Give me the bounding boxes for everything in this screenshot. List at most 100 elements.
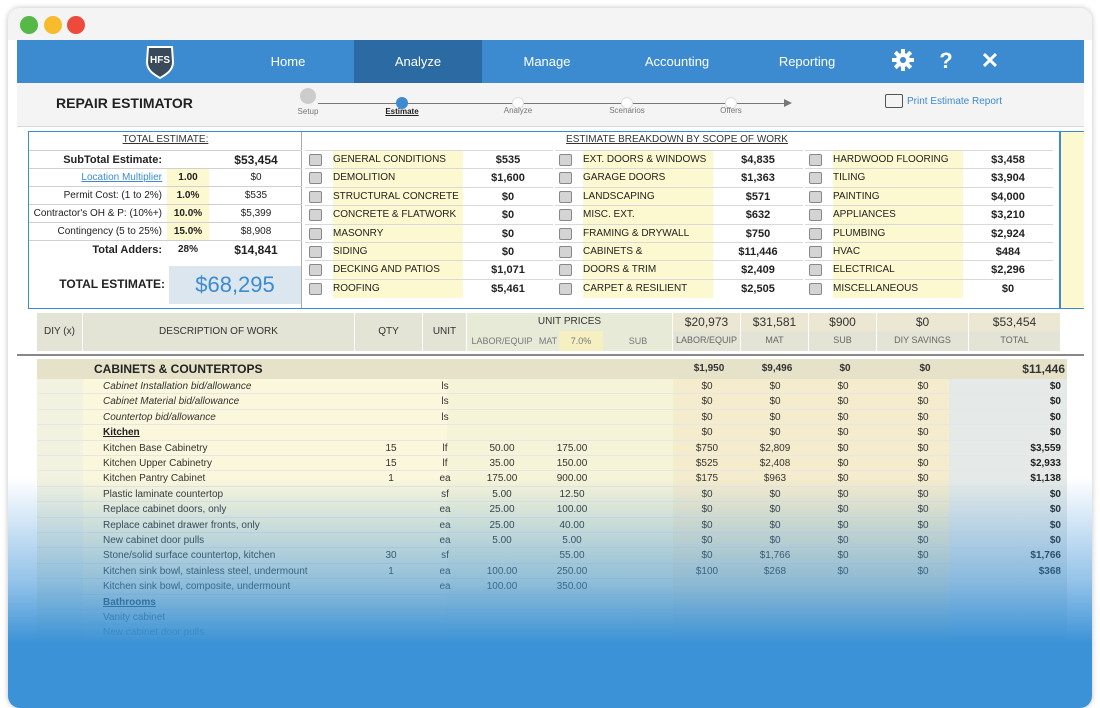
scope-category-item[interactable]: GENERAL CONDITIONS $535: [305, 150, 553, 169]
scope-category-item[interactable]: ROOFING $5,461: [305, 278, 553, 298]
category-checkbox[interactable]: [559, 154, 572, 166]
category-checkbox[interactable]: [809, 190, 822, 203]
table-row[interactable]: Kitchen Upper Cabinetry 15 lf 35.00 150.00 $5…: [37, 456, 1067, 472]
scope-category-item[interactable]: MASONRY $0: [305, 223, 553, 243]
scope-category-item[interactable]: CONCRETE & FLATWORK $0: [305, 205, 553, 225]
scope-category-item[interactable]: CARPET & RESILIENT $2,505: [555, 278, 803, 298]
scope-category-item[interactable]: SIDING $0: [305, 242, 553, 261]
minimize-button[interactable]: [20, 16, 38, 34]
scope-category-item[interactable]: GARAGE DOORS $1,363: [555, 168, 803, 188]
row-mat-price[interactable]: 150.00: [556, 458, 588, 469]
close-window-button[interactable]: [67, 16, 85, 34]
category-checkbox[interactable]: [309, 154, 322, 166]
row-qty[interactable]: 15: [385, 458, 397, 469]
help-icon[interactable]: ?: [939, 48, 953, 73]
summary-row-percent[interactable]: 10.0%: [167, 205, 209, 223]
scope-category-item[interactable]: FRAMING & DRYWALL $750: [555, 223, 803, 243]
scope-category-item[interactable]: DOORS & TRIM $2,409: [555, 260, 803, 280]
summary-row-percent[interactable]: 1.0%: [167, 187, 209, 205]
step-analyze-circle[interactable]: [512, 97, 524, 109]
nav-accounting[interactable]: Accounting: [644, 54, 710, 69]
hfs-logo[interactable]: HFS: [144, 44, 176, 80]
category-checkbox[interactable]: [809, 227, 822, 240]
scope-category-item[interactable]: ELECTRICAL $2,296: [805, 260, 1053, 280]
print-report-link[interactable]: Print Estimate Report: [907, 96, 1003, 107]
row-qty[interactable]: 15: [385, 442, 397, 454]
category-checkbox[interactable]: [309, 246, 322, 258]
category-checkbox[interactable]: [559, 172, 572, 185]
category-checkbox[interactable]: [809, 282, 822, 295]
category-checkbox[interactable]: [309, 282, 322, 295]
step-estimate-circle[interactable]: [396, 97, 408, 109]
category-checkbox[interactable]: [309, 264, 322, 277]
category-checkbox[interactable]: [809, 209, 822, 222]
scope-category-item[interactable]: STRUCTURAL CONCRETE $0: [305, 186, 553, 206]
scope-category-item[interactable]: PLUMBING $2,924: [805, 223, 1053, 243]
col-qty[interactable]: QTY: [355, 313, 423, 351]
section-cabinets-countertops[interactable]: CABINETS & COUNTERTOPS $1,950 $9,496 $0 …: [37, 359, 1067, 379]
step-scenarios[interactable]: Scenarios: [609, 106, 645, 115]
nav-manage[interactable]: Manage: [523, 54, 571, 69]
step-estimate[interactable]: Estimate: [385, 107, 419, 116]
scope-category-item[interactable]: HVAC $484: [805, 242, 1053, 261]
scope-category-item[interactable]: APPLIANCES $3,210: [805, 205, 1053, 225]
col-description[interactable]: DESCRIPTION OF WORK: [83, 313, 355, 351]
nav-home[interactable]: Home: [270, 54, 306, 69]
scope-category-item[interactable]: DECKING AND PATIOS $1,071: [305, 260, 553, 280]
row-labor-price[interactable]: 50.00: [489, 442, 515, 454]
step-offers-circle[interactable]: [725, 97, 737, 109]
col-total[interactable]: $53,454 TOTAL: [969, 313, 1061, 351]
col-unit[interactable]: UNIT: [423, 313, 467, 351]
col-sub-total[interactable]: $900 SUB: [809, 313, 877, 351]
category-checkbox[interactable]: [809, 246, 822, 258]
table-row[interactable]: Kitchen $0 $0 $0 $0 $0: [37, 425, 1067, 441]
scope-category-item[interactable]: PAINTING $4,000: [805, 186, 1053, 206]
table-row[interactable]: Cabinet Material bid/allowance ls $0 $0 $0 $0…: [37, 394, 1067, 410]
summary-row-percent[interactable]: 1.00: [167, 169, 209, 187]
category-checkbox[interactable]: [809, 264, 822, 277]
step-setup[interactable]: Setup: [297, 107, 319, 116]
category-checkbox[interactable]: [309, 190, 322, 203]
scope-category-item[interactable]: DEMOLITION $1,600: [305, 168, 553, 188]
summary-row-label[interactable]: Location Multiplier: [81, 172, 162, 183]
step-scenarios-circle[interactable]: [621, 97, 633, 109]
nav-reporting[interactable]: Reporting: [778, 54, 836, 69]
close-icon[interactable]: ✕: [980, 48, 1000, 73]
col-mat-total[interactable]: $31,581 MAT: [741, 313, 809, 351]
table-row[interactable]: Countertop bid/allowance ls $0 $0 $0 $0 $0: [37, 409, 1067, 426]
category-checkbox[interactable]: [559, 190, 572, 203]
col-diy[interactable]: DIY (x): [37, 313, 83, 351]
scope-category-item[interactable]: MISCELLANEOUS $0: [805, 278, 1053, 298]
category-checkbox[interactable]: [809, 154, 822, 166]
col-diy-savings[interactable]: $0 DIY SAVINGS: [877, 313, 969, 351]
scope-category-item[interactable]: HARDWOOD FLOORING $3,458: [805, 150, 1053, 169]
printer-icon[interactable]: [885, 94, 903, 108]
gear-icon[interactable]: [890, 48, 916, 74]
row-labor-price[interactable]: 35.00: [489, 458, 515, 469]
category-checkbox[interactable]: [559, 209, 572, 222]
col-labor-total[interactable]: $20,973 LABOR/EQUIP: [673, 313, 741, 351]
scope-category-item[interactable]: CABINETS & COUNTERTOPS$11,446: [555, 242, 803, 279]
zoom-button[interactable]: [44, 16, 62, 34]
category-checkbox[interactable]: [309, 227, 322, 240]
gear-step-icon[interactable]: [300, 88, 316, 104]
step-analyze[interactable]: Analyze: [503, 106, 533, 115]
category-checkbox[interactable]: [559, 227, 572, 240]
scope-category-item[interactable]: TILING $3,904: [805, 168, 1053, 188]
row-mat-price[interactable]: 175.00: [556, 442, 588, 454]
nav-analyze[interactable]: Analyze: [354, 40, 482, 83]
category-checkbox[interactable]: [559, 246, 572, 258]
scope-category-item[interactable]: EXT. DOORS & WINDOWS $4,835: [555, 150, 803, 169]
mat-percent-input[interactable]: 7.0%: [559, 331, 603, 351]
table-row[interactable]: Kitchen Base Cabinetry 15 lf 50.00 175.00 $75…: [37, 440, 1067, 456]
table-row[interactable]: Cabinet Installation bid/allowance ls $0 $0…: [37, 379, 1067, 395]
summary-row-percent[interactable]: 15.0%: [167, 223, 209, 241]
category-checkbox[interactable]: [559, 282, 572, 295]
step-offers[interactable]: Offers: [720, 106, 742, 115]
category-checkbox[interactable]: [809, 172, 822, 185]
category-checkbox[interactable]: [309, 172, 322, 185]
scope-category-item[interactable]: MISC. EXT. IMPROVEMENTS$632: [555, 205, 803, 243]
category-checkbox[interactable]: [309, 209, 322, 222]
category-checkbox[interactable]: [559, 264, 572, 277]
scope-category-item[interactable]: LANDSCAPING $571: [555, 186, 803, 206]
